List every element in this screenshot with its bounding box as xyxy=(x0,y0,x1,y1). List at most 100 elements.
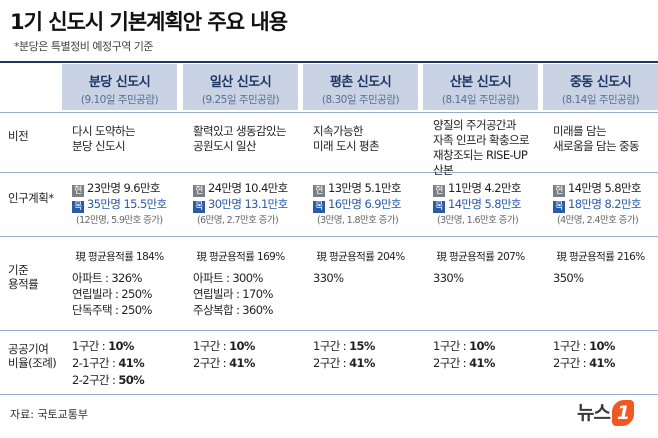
contribution-label: 1구간 : xyxy=(72,339,109,353)
far-detail: 연립빌라 : 250% xyxy=(72,287,152,301)
row-label: 비전 xyxy=(8,129,29,143)
vision-line: 양질의 주거공간과 xyxy=(433,118,517,132)
contribution-value: 10% xyxy=(589,339,615,353)
column-note: (9.10일 주민공람) xyxy=(80,94,159,106)
row-divider xyxy=(0,330,658,331)
far-detail: 아파트 : 326% xyxy=(72,271,142,285)
row-divider xyxy=(0,172,658,173)
population-target: 목 30만명 13.1만호 xyxy=(193,197,298,213)
badge-target: 목 xyxy=(433,201,445,213)
row-label-line: 기준 xyxy=(8,263,29,277)
far-detail: 아파트 : 300% xyxy=(193,271,263,285)
population-change: (4만명, 2.4만호 증가) xyxy=(557,215,639,226)
vision-line: 미래를 담는 xyxy=(553,124,607,138)
column-note: (8.14일 주민공람) xyxy=(441,94,520,106)
column-name: 평촌 신도시 xyxy=(329,75,392,90)
cell: 양질의 주거공간과 자족 인프라 확충으로 재창조되는 RISE-UP 산본 xyxy=(433,118,538,178)
column-header: 분당 신도시 (9.10일 주민공람) xyxy=(62,64,177,110)
cell: 1구간 : 10% 2구간 : 41% xyxy=(433,338,538,372)
column-header: 중동 신도시 (8.14일 주민공람) xyxy=(543,64,658,110)
row-label-line: 공공기여 xyxy=(8,342,49,356)
contribution-value: 50% xyxy=(118,373,145,387)
table-top-rule xyxy=(0,61,658,63)
contribution-label: 1구간 : xyxy=(193,339,230,353)
contribution-line: 1구간 : 10% xyxy=(553,338,658,355)
column-name: 산본 신도시 xyxy=(449,75,512,90)
contribution-value: 41% xyxy=(229,356,255,370)
contribution-line: 2-2구간 : 50% xyxy=(72,372,177,389)
far-detail: 단독주택 : 250% xyxy=(72,303,152,317)
vision-line: 활력있고 생동감있는 xyxy=(193,124,286,138)
cell: 미래를 담는 새로움을 담는 중동 xyxy=(553,124,658,154)
badge-current: 현 xyxy=(313,185,325,197)
contribution-value: 41% xyxy=(469,356,495,370)
contribution-label: 1구간 : xyxy=(553,339,590,353)
population-current: 현 14만명 5.8만호 xyxy=(553,181,658,197)
row-label-line: 비전 xyxy=(8,129,29,143)
current-value: 14만명 5.8만호 xyxy=(568,181,642,195)
column-header: 일산 신도시 (9.25일 주민공람) xyxy=(183,64,298,110)
cell: 1구간 : 15% 2구간 : 41% xyxy=(313,338,418,372)
column-name: 중동 신도시 xyxy=(569,75,632,90)
contribution-label: 1구간 : xyxy=(433,339,470,353)
population-current: 현 24만명 10.4만호 xyxy=(193,181,298,197)
logo: 뉴스 1 xyxy=(577,398,634,426)
population-target: 목 18만명 8.2만호 xyxy=(553,197,658,213)
contribution-value: 10% xyxy=(229,339,255,353)
vision-line: 공원도시 일산 xyxy=(193,139,257,153)
cell: 다시 도약하는 분당 신도시 xyxy=(72,124,177,154)
far-detail: 주상복합 : 360% xyxy=(193,303,273,317)
contribution-value: 10% xyxy=(469,339,495,353)
subtitle: *분당은 특별정비 예정구역 기준 xyxy=(14,40,154,53)
cell: 現 평균용적률 207% 330% xyxy=(433,250,538,286)
cell: 현 14만명 5.8만호 목 18만명 8.2만호 (4만명, 2.4만호 증가) xyxy=(553,181,658,228)
badge-target: 목 xyxy=(72,201,84,213)
current-value: 23만명 9.6만호 xyxy=(87,181,161,195)
vision-line: 지속가능한 xyxy=(313,124,364,138)
current-value: 24만명 10.4만호 xyxy=(208,181,288,195)
vision-line: 미래 도시 평촌 xyxy=(313,139,380,153)
contribution-value: 10% xyxy=(108,339,134,353)
cell: 지속가능한 미래 도시 평촌 xyxy=(313,124,418,154)
population-change: (3만명, 1.6만호 증가) xyxy=(437,215,519,226)
column-header: 산본 신도시 (8.14일 주민공람) xyxy=(423,64,538,110)
far-current: 現 평균용적률 169% xyxy=(196,251,285,263)
contribution-value: 41% xyxy=(349,356,375,370)
row-divider xyxy=(0,236,658,237)
column-note: (8.14일 주민공람) xyxy=(561,94,640,106)
population-current: 현 23만명 9.6만호 xyxy=(72,181,177,197)
population-change: (3만명, 1.8만호 증가) xyxy=(317,215,399,226)
vision-line: 자족 인프라 확충으로 xyxy=(433,133,530,147)
population-current: 현 11만명 4.2만호 xyxy=(433,181,538,197)
vision-line: 다시 도약하는 xyxy=(72,124,136,138)
source: 자료: 국토교통부 xyxy=(10,408,89,421)
contribution-value: 41% xyxy=(589,356,615,370)
cell: 1구간 : 10% 2-1구간 : 41% 2-2구간 : 50% xyxy=(72,338,177,389)
cell: 현 13만명 5.1만호 목 16만명 6.9만호 (3만명, 1.8만호 증가) xyxy=(313,181,418,228)
contribution-line: 1구간 : 10% xyxy=(193,338,298,355)
contribution-label: 1구간 : xyxy=(313,339,350,353)
title: 1기 신도시 기본계획안 주요 내용 xyxy=(10,10,288,34)
contribution-line: 2구간 : 41% xyxy=(193,355,298,372)
row-label-line: 용적률 xyxy=(8,277,39,291)
contribution-label: 2구간 : xyxy=(433,356,470,370)
far-current: 現 평균용적률 207% xyxy=(436,251,525,263)
contribution-label: 2-1구간 : xyxy=(72,356,119,370)
cell: 활력있고 생동감있는 공원도시 일산 xyxy=(193,124,298,154)
cell: 현 23만명 9.6만호 목 35만명 15.5만호 (12만명, 5.9만호 증가) xyxy=(72,181,177,228)
target-value: 30만명 13.1만호 xyxy=(208,197,288,211)
far-current: 現 평균용적률 204% xyxy=(316,251,405,263)
far-detail: 330% xyxy=(313,271,344,285)
population-target: 목 14만명 5.8만호 xyxy=(433,197,538,213)
column-name: 분당 신도시 xyxy=(88,75,151,90)
cell: 現 평균용적률 216% 350% xyxy=(553,250,658,286)
contribution-label: 2구간 : xyxy=(193,356,230,370)
contribution-line: 2구간 : 41% xyxy=(313,355,418,372)
contribution-label: 2구간 : xyxy=(553,356,590,370)
badge-current: 현 xyxy=(433,185,445,197)
row-divider xyxy=(0,394,658,395)
cell: 1구간 : 10% 2구간 : 41% xyxy=(193,338,298,372)
column-note: (8.30일 주민공람) xyxy=(321,94,400,106)
contribution-label: 2-2구간 : xyxy=(72,373,119,387)
contribution-line: 2구간 : 41% xyxy=(433,355,538,372)
